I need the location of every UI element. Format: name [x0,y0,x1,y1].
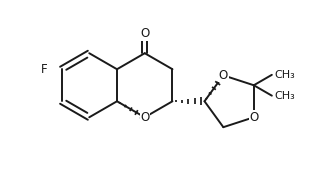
Text: F: F [41,63,47,76]
Text: CH₃: CH₃ [274,70,295,80]
Text: O: O [249,111,259,124]
Text: CH₃: CH₃ [274,91,295,101]
Text: O: O [140,111,149,124]
Text: O: O [219,69,228,82]
Text: O: O [140,28,149,41]
